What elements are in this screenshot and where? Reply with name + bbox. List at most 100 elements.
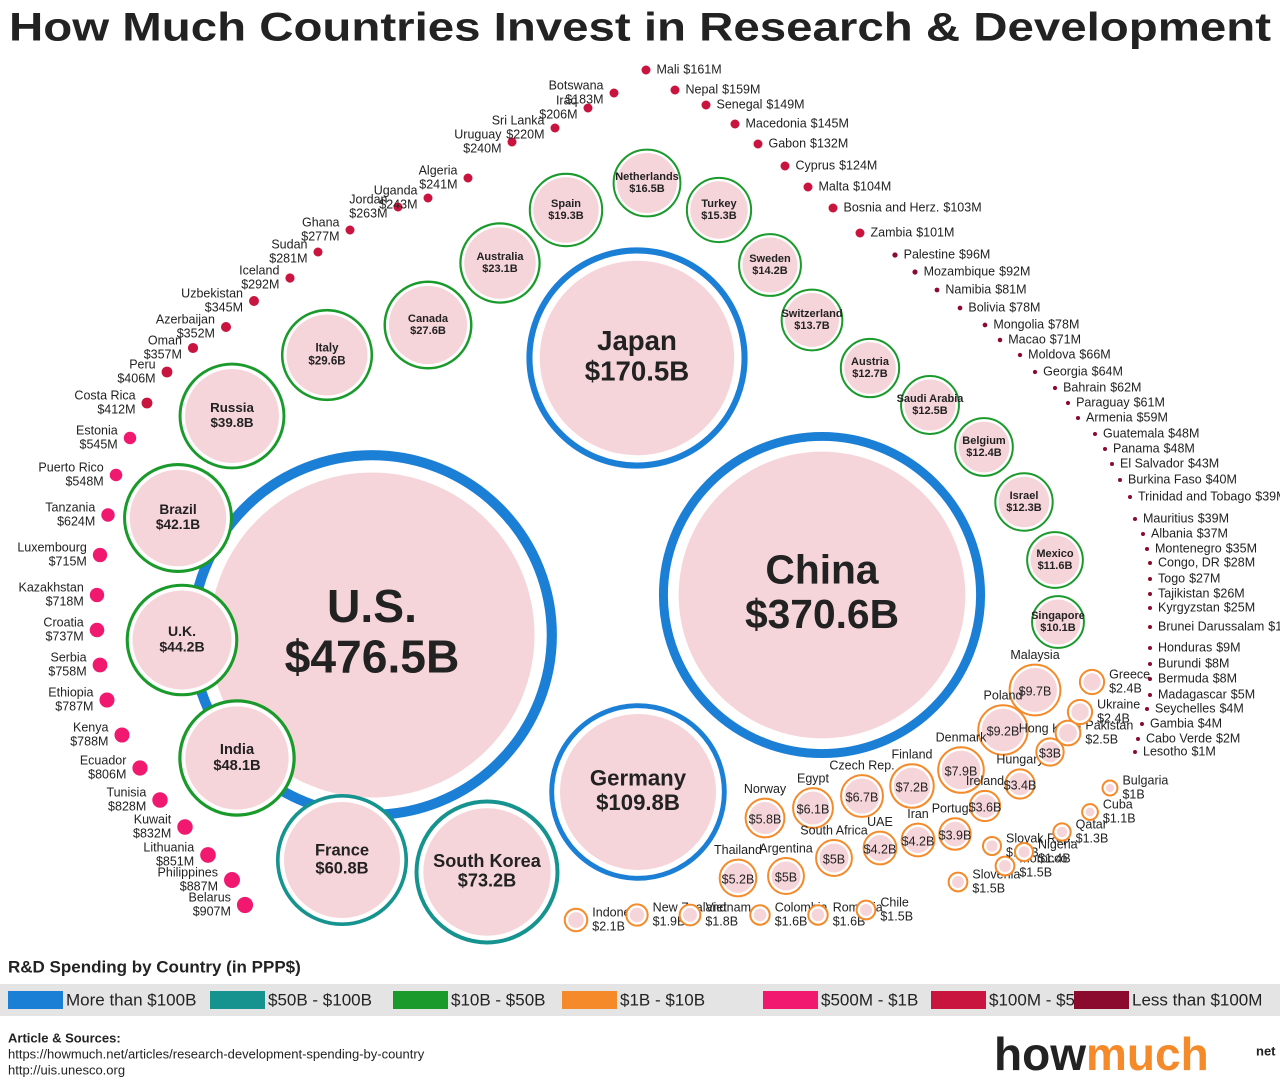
country-name: Philippines bbox=[158, 865, 218, 879]
logo-suffix: net bbox=[1256, 1043, 1276, 1058]
bubble bbox=[1110, 462, 1114, 466]
country-name: Kuwait bbox=[134, 812, 172, 826]
legend-title: R&D Spending by Country (in PPP$) bbox=[8, 957, 301, 976]
value-label: $715M bbox=[49, 554, 87, 568]
value-label: $78M bbox=[1009, 300, 1040, 314]
value-label: $78M bbox=[1048, 317, 1079, 331]
bubble bbox=[1093, 432, 1097, 436]
value-label: $48.1B bbox=[213, 758, 260, 774]
flag-background bbox=[1018, 846, 1030, 858]
value-label: $281M bbox=[269, 251, 307, 265]
bubble bbox=[345, 225, 355, 235]
value-label: $124M bbox=[839, 158, 877, 172]
bubble bbox=[609, 88, 619, 98]
value-label: $183M bbox=[565, 92, 603, 106]
bubble bbox=[583, 103, 593, 113]
legend-label: $500M - $1B bbox=[821, 990, 918, 1009]
value-label: $48M bbox=[1168, 426, 1199, 440]
value-label: $96M bbox=[959, 247, 990, 261]
legend-label: $50B - $100B bbox=[268, 990, 372, 1009]
country-name: Senegal bbox=[717, 97, 763, 111]
country-name: Sri Lanka bbox=[492, 113, 545, 127]
country-name: Thailand bbox=[714, 843, 762, 857]
value-label: $624M bbox=[57, 514, 95, 528]
bubble bbox=[828, 203, 838, 213]
value-label: $9.2B bbox=[987, 724, 1020, 738]
country-name: Seychelles bbox=[1155, 701, 1215, 715]
source-link[interactable]: https://howmuch.net/articles/research-de… bbox=[8, 1046, 425, 1061]
bubble bbox=[1065, 400, 1071, 406]
value-label: $9M bbox=[1216, 640, 1240, 654]
bubble bbox=[313, 247, 323, 257]
value-label: $15.3B bbox=[701, 210, 737, 222]
country-name: Egypt bbox=[797, 771, 829, 785]
flag-background bbox=[958, 421, 1010, 473]
value-label: $4M bbox=[1219, 701, 1243, 715]
bubble bbox=[1052, 385, 1058, 391]
flag-background bbox=[785, 293, 839, 347]
country-name: Trinidad and Tobago bbox=[1138, 489, 1251, 503]
value-label: $101M bbox=[916, 225, 954, 239]
country-name: Ireland bbox=[966, 774, 1004, 788]
flag-background bbox=[1105, 783, 1115, 793]
country-name: Brazil bbox=[159, 502, 196, 517]
value-label: $19.3B bbox=[548, 210, 584, 222]
bubble bbox=[99, 692, 115, 708]
value-label: $2M bbox=[1216, 731, 1240, 745]
country-name: Belgium bbox=[962, 435, 1006, 447]
country-name: Croatia bbox=[43, 615, 83, 629]
value-label: $545M bbox=[80, 437, 118, 451]
value-label: $1M bbox=[1191, 744, 1215, 758]
bubble bbox=[753, 139, 763, 149]
bubble bbox=[89, 587, 105, 603]
country-name: Puerto Rico bbox=[38, 460, 103, 474]
bubble bbox=[957, 305, 963, 311]
legend-swatch bbox=[931, 991, 986, 1009]
flag-background bbox=[209, 472, 535, 798]
value-label: $788M bbox=[70, 734, 108, 748]
bubble bbox=[92, 547, 108, 563]
value-label: $109.8B bbox=[596, 790, 680, 815]
source-link[interactable]: http://uis.unesco.org bbox=[8, 1062, 125, 1077]
logo: howmuch bbox=[994, 1028, 1209, 1080]
flag-background bbox=[185, 706, 289, 810]
legend-swatch bbox=[210, 991, 265, 1009]
country-name: Germany bbox=[590, 766, 687, 791]
value-label: $92M bbox=[999, 264, 1030, 278]
country-name: Uruguay bbox=[454, 127, 502, 141]
country-name: Tanzania bbox=[45, 500, 95, 514]
value-label: $44.2B bbox=[159, 638, 204, 654]
flag-background bbox=[753, 908, 767, 922]
value-label: $5M bbox=[1231, 687, 1255, 701]
country-name: Kazakhstan bbox=[18, 580, 83, 594]
value-label: $718M bbox=[46, 594, 84, 608]
country-name: Kyrgyzstan bbox=[1158, 600, 1220, 614]
country-name: Canada bbox=[408, 313, 449, 325]
bubble bbox=[1118, 478, 1122, 482]
flag-background bbox=[132, 590, 232, 690]
flag-background bbox=[286, 314, 368, 396]
country-name: Albania bbox=[1151, 526, 1193, 540]
flag-background bbox=[1013, 668, 1057, 712]
value-label: $1.5B bbox=[880, 909, 913, 923]
value-label: $161M bbox=[683, 62, 721, 76]
country-name: Malta bbox=[819, 179, 850, 193]
country-name: Italy bbox=[315, 343, 339, 355]
country-name: Russia bbox=[210, 400, 254, 415]
country-name: Iceland bbox=[239, 263, 279, 277]
value-label: $59M bbox=[1137, 410, 1168, 424]
value-label: $16.5B bbox=[629, 183, 665, 195]
country-name: Lesotho bbox=[1143, 744, 1188, 758]
flag-background bbox=[771, 861, 801, 891]
bubble bbox=[1148, 662, 1152, 666]
value-label: $1.5B bbox=[972, 881, 1005, 895]
country-name: Burundi bbox=[1158, 656, 1201, 670]
country-name: U.K. bbox=[168, 623, 196, 639]
value-label: $548M bbox=[65, 474, 103, 488]
value-label: $263M bbox=[349, 206, 387, 220]
value-label: $43M bbox=[1188, 456, 1219, 470]
country-name: China bbox=[765, 546, 879, 592]
value-label: $412M bbox=[97, 402, 135, 416]
value-label: $39.8B bbox=[210, 415, 253, 430]
flag-background bbox=[952, 876, 964, 888]
